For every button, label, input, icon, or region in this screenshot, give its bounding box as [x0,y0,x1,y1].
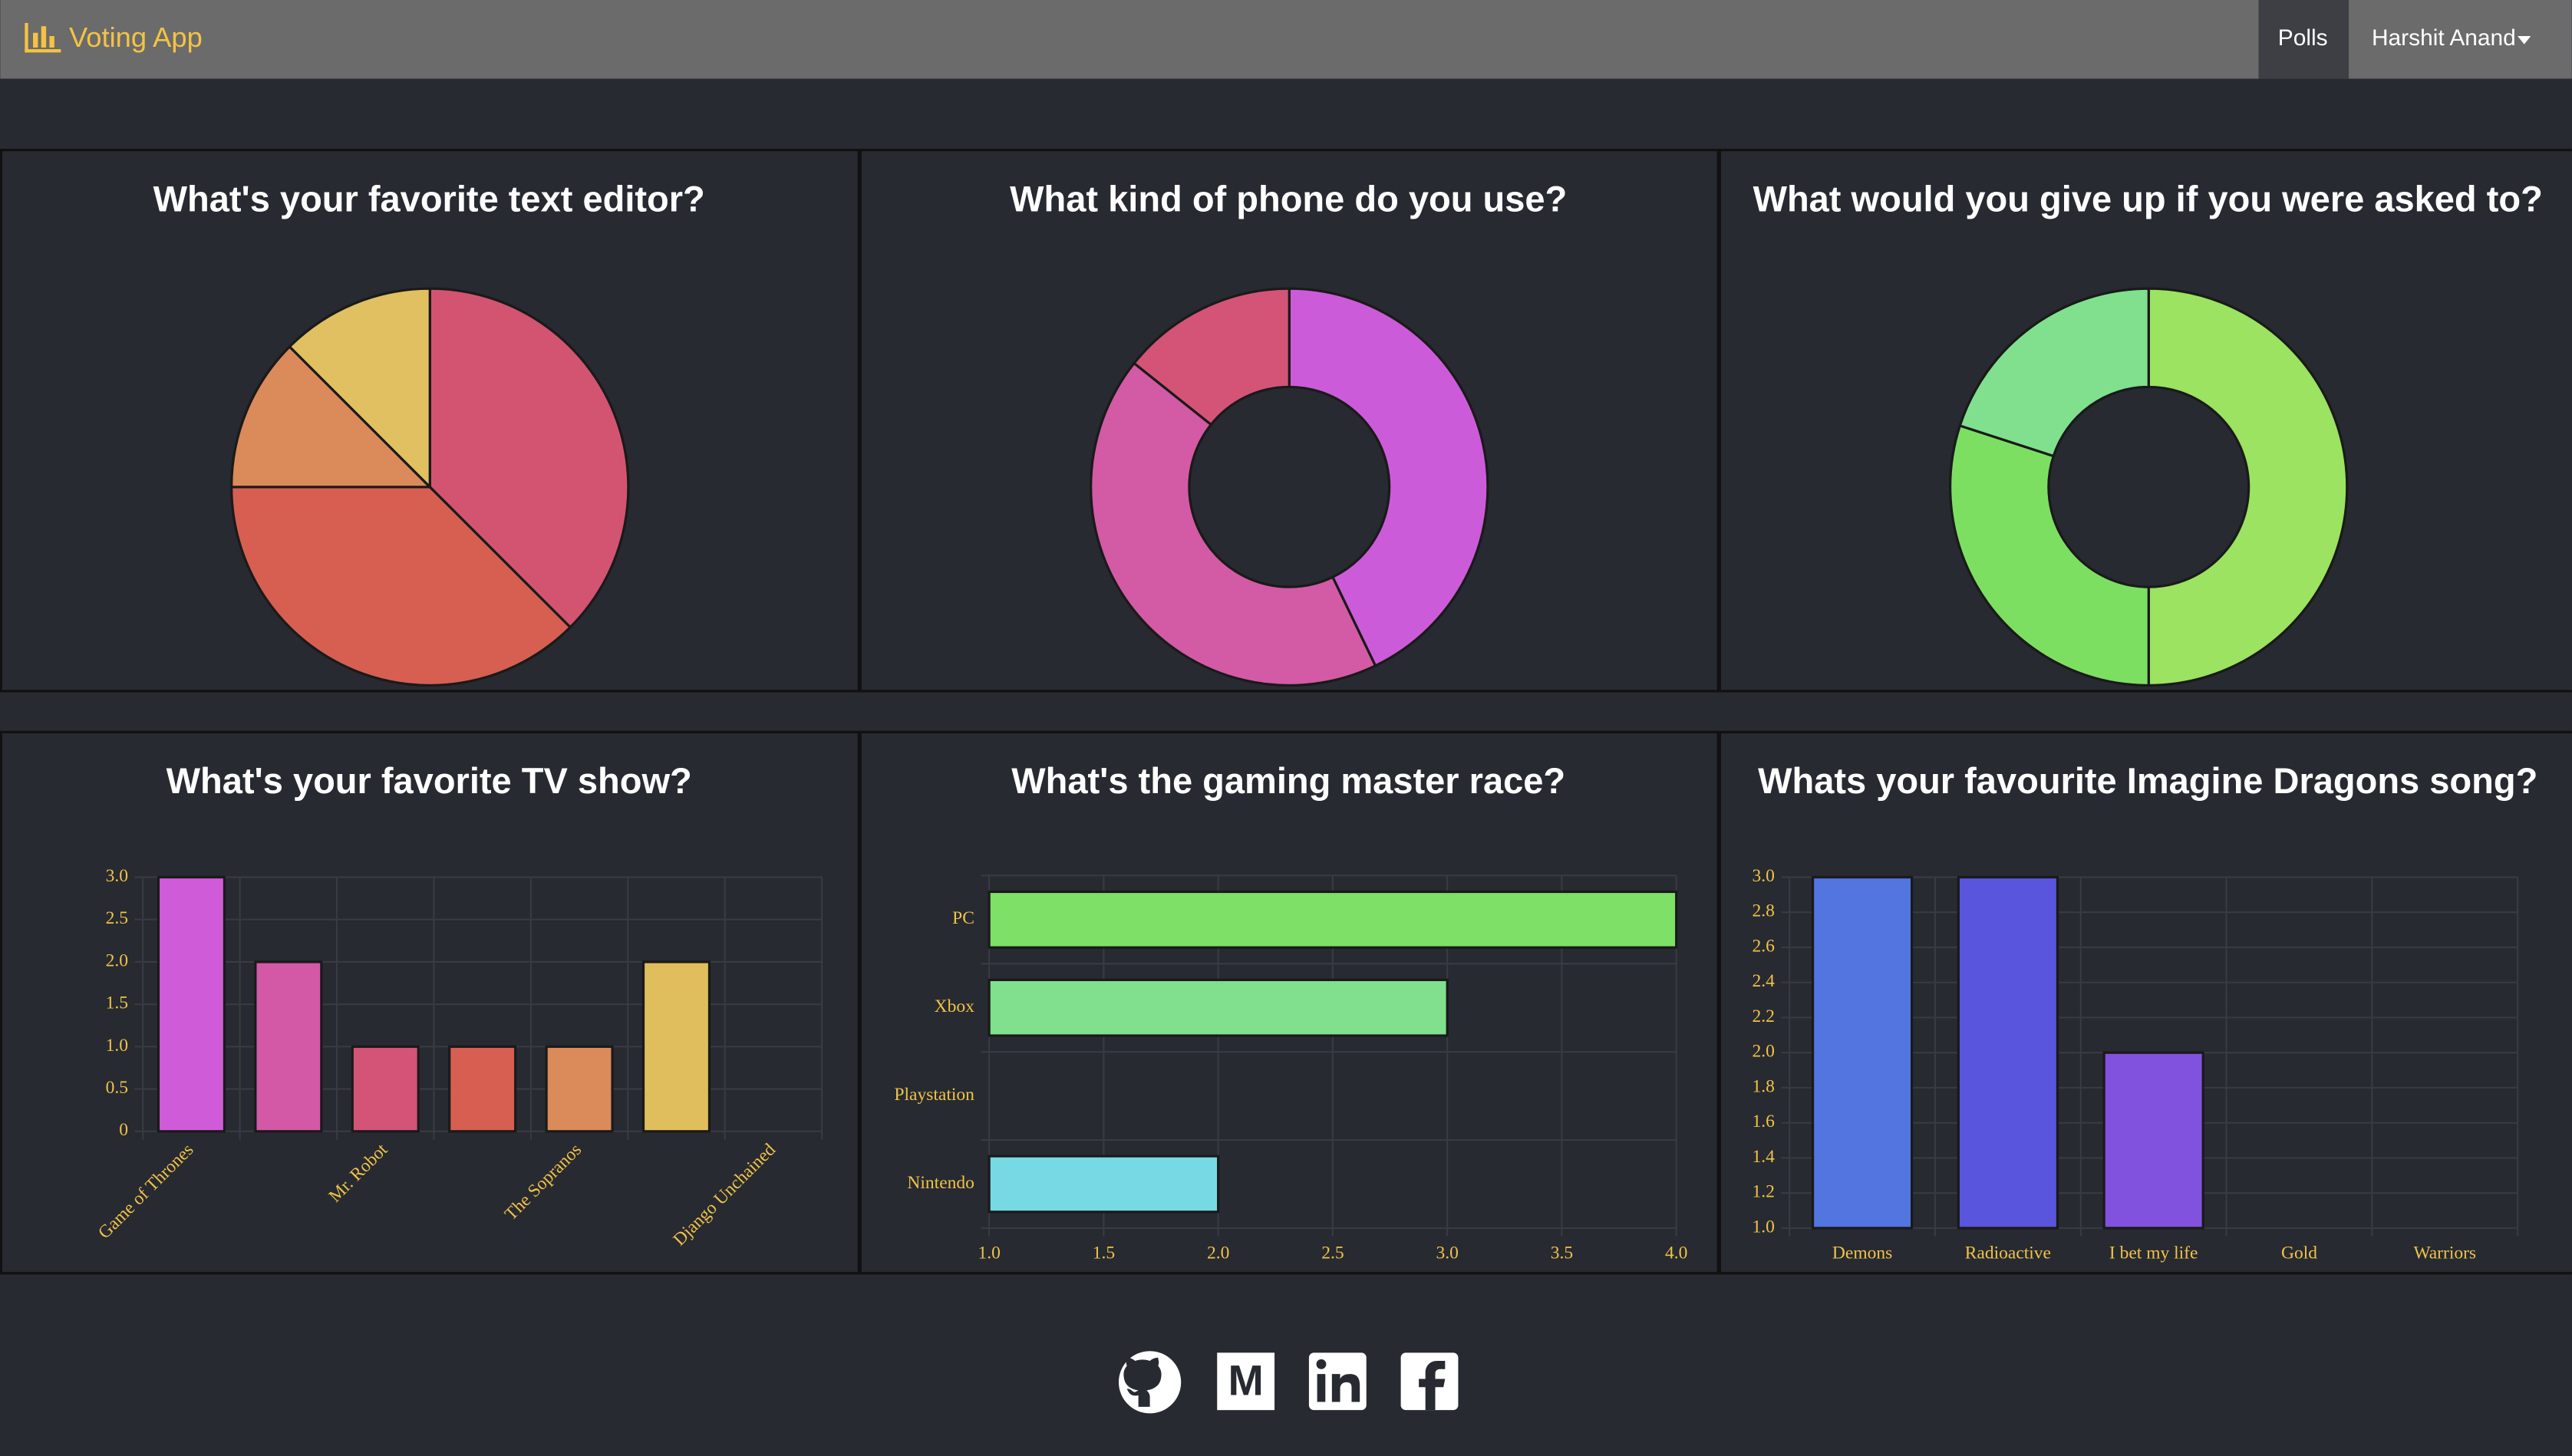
pie-slice [230,486,572,687]
y-tick-label: Playstation [894,1085,974,1105]
x-tick-label: 2.5 [1321,1243,1344,1263]
y-tick-label: 2.8 [1753,901,1775,921]
y-tick-label: Xbox [935,996,974,1016]
y-tick-label: 1.4 [1753,1147,1776,1167]
x-tick-label: 1.5 [1093,1243,1115,1263]
x-tick-label: I bet my life [2109,1243,2198,1263]
bar [2102,1051,2204,1230]
bar [448,1045,517,1133]
caret [2518,36,2531,44]
y-tick-label: 1.2 [1753,1182,1775,1202]
svg-text:M: M [1228,1357,1263,1405]
poll-title: Whats your favourite Imagine Dragons son… [1758,760,2537,801]
poll-title: What's your favorite text editor? [153,178,705,219]
y-tick-label: 0 [119,1120,128,1140]
x-tick-label: Warriors [2413,1243,2476,1263]
x-tick-label: 3.5 [1551,1243,1573,1263]
nav-polls[interactable]: Polls [2278,25,2328,51]
bar [988,890,1678,949]
y-tick-label: 2.6 [1753,936,1776,956]
poll-panel [0,730,860,1275]
x-tick-label: 4.0 [1665,1243,1687,1263]
x-tick-label: 2.0 [1207,1243,1229,1263]
bar [157,875,226,1133]
pie-slice [428,287,630,629]
bar [988,1155,1220,1214]
y-tick-label: PC [952,908,974,928]
y-tick-label: 0.5 [106,1078,128,1098]
x-tick-label: Demons [1832,1243,1892,1263]
y-tick-label: 2.0 [106,950,128,970]
medium-icon[interactable] [1217,1352,1275,1411]
poll-title: What would you give up if you were asked… [1753,178,2543,219]
y-tick-label: 2.5 [106,908,128,928]
pie-slice [1132,287,1291,427]
y-tick-label: 1.0 [1753,1217,1775,1237]
pie-slice [1958,287,2150,458]
pie-slice [1949,423,2150,687]
x-tick-label: 3.0 [1436,1243,1458,1263]
pie-slice [1288,287,1489,667]
nav-user[interactable]: Harshit Anand [2372,25,2516,51]
y-tick-label: 2.0 [1753,1042,1775,1062]
pie-slice [1090,361,1377,687]
poll-title: What kind of phone do you use? [1010,178,1567,219]
y-tick-label: 3.0 [1753,866,1775,886]
navbar [0,0,2572,79]
y-tick-label: 1.6 [1753,1112,1776,1132]
x-tick-label: Radioactive [1965,1243,2051,1263]
y-tick-label: 1.0 [106,1036,128,1056]
poll-title: What's your favorite TV show? [167,760,692,801]
x-tick-label: Gold [2281,1243,2317,1263]
brand[interactable]: Voting App [69,21,203,53]
bar [641,960,711,1133]
y-tick-label: Nintendo [907,1173,974,1193]
pie-slice [288,287,431,490]
nav-active [2258,0,2349,79]
y-tick-label: 1.8 [1753,1076,1775,1096]
brand-icon [25,22,61,53]
bar [1811,875,1914,1230]
poll-title: What's the gaming master race? [1011,760,1565,801]
bar [351,1045,420,1133]
pie-slice [2147,287,2349,687]
bar [1957,875,2059,1230]
x-tick-label: 1.0 [978,1243,1000,1263]
y-tick-label: 3.0 [106,866,128,886]
bar [988,978,1449,1037]
bar [254,960,323,1133]
bar [545,1045,614,1133]
y-tick-label: 2.2 [1753,1006,1775,1026]
y-tick-label: 2.4 [1753,971,1776,991]
pie-slice [230,344,434,489]
y-tick-label: 1.5 [106,993,128,1013]
footer-icons: M [1118,1351,1459,1414]
